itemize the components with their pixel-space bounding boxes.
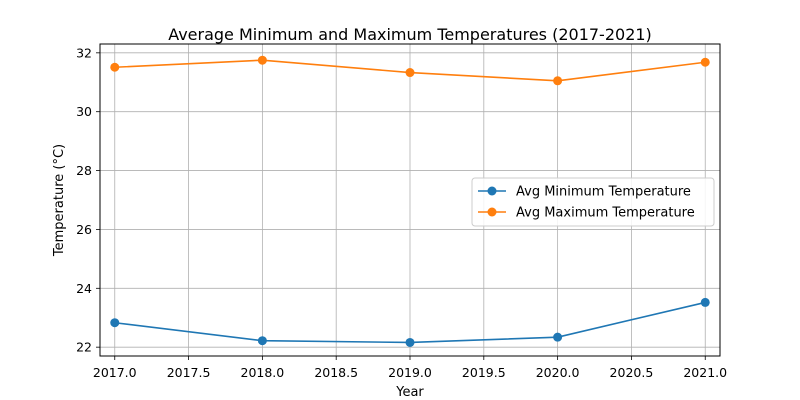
x-tick-label: 2021.0 — [683, 365, 727, 380]
x-tick-label: 2020.5 — [610, 365, 654, 380]
y-tick-label: 30 — [76, 104, 92, 119]
legend-marker — [487, 186, 497, 196]
data-point — [110, 62, 120, 72]
x-tick-label: 2020.0 — [536, 365, 580, 380]
data-point — [700, 57, 710, 67]
axis-ticks: 2017.0 2017.5 2018.0 2018.5 2019.0 2019.5 2020… — [76, 45, 727, 380]
y-tick-label: 32 — [76, 45, 92, 60]
series-0 — [110, 297, 710, 347]
x-tick-label: 2017.5 — [167, 365, 211, 380]
grid — [100, 44, 720, 356]
data-point — [405, 337, 415, 347]
chart-title: Average Minimum and Maximum Temperatures… — [168, 25, 652, 44]
y-tick-label: 22 — [76, 340, 92, 355]
legend-item: Avg Maximum Temperature — [478, 206, 695, 221]
legend-label: Avg Maximum Temperature — [516, 206, 695, 221]
data-point — [553, 76, 563, 86]
legend-box — [471, 177, 715, 227]
x-tick-label: 2018.0 — [241, 365, 285, 380]
legend-label: Avg Minimum Temperature — [516, 185, 691, 200]
y-tick-label: 26 — [76, 222, 92, 237]
data-point — [257, 336, 267, 346]
y-tick-label: 28 — [76, 163, 92, 178]
x-tick-label: 2019.5 — [462, 365, 506, 380]
data-point — [257, 55, 267, 65]
x-tick-label: 2017.0 — [93, 365, 137, 380]
series-1 — [110, 55, 710, 86]
legend: Avg Minimum Temperature Avg Maximum Tempe… — [471, 177, 715, 227]
data-point — [405, 68, 415, 78]
data-point — [553, 332, 563, 342]
data-point — [110, 318, 120, 328]
x-axis-label: Year — [395, 385, 424, 400]
legend-item: Avg Minimum Temperature — [478, 185, 691, 200]
x-tick-label: 2019.0 — [388, 365, 432, 380]
x-tick-label: 2018.5 — [314, 365, 358, 380]
series-layer — [110, 55, 710, 347]
legend-marker — [487, 207, 497, 217]
data-point — [700, 297, 710, 307]
y-tick-label: 24 — [76, 281, 92, 296]
y-axis-label: Temperature (°C) — [52, 144, 67, 257]
